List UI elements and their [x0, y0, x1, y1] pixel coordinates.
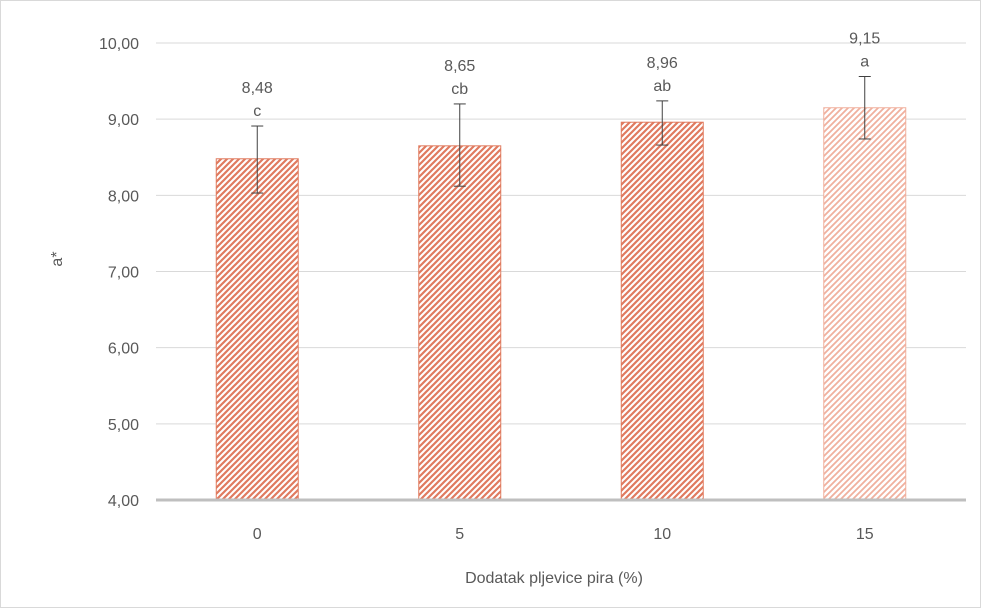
y-tick-label: 4,00 [108, 493, 139, 510]
significance-letter: c [253, 103, 261, 120]
y-axis-ticks: 4,00 5,00 6,00 7,00 8,00 9,00 10,00 [99, 36, 139, 510]
x-tick-label: 15 [856, 526, 874, 543]
x-tick-label: 10 [653, 526, 671, 543]
bar [418, 145, 502, 501]
y-tick-label: 9,00 [108, 112, 139, 129]
bar [620, 121, 704, 501]
x-axis-ticks: 0 5 10 15 [253, 526, 874, 543]
error-bars [251, 76, 871, 194]
significance-letter: a [860, 54, 869, 71]
data-label: 9,15 [849, 31, 880, 48]
significance-letter: cb [451, 81, 468, 98]
y-tick-label: 10,00 [99, 36, 139, 53]
y-tick-label: 5,00 [108, 417, 139, 434]
x-tick-label: 0 [253, 526, 262, 543]
y-axis-title: a* [49, 251, 66, 266]
bars [215, 107, 907, 501]
data-label: 8,65 [444, 58, 475, 75]
data-label: 8,48 [242, 80, 273, 97]
data-labels: c 8,48 cb 8,65 ab 8,96 a 9,15 [242, 31, 881, 121]
x-tick-label: 5 [455, 526, 464, 543]
bar [215, 158, 299, 501]
data-label: 8,96 [647, 55, 678, 72]
bar [823, 107, 907, 501]
y-tick-label: 6,00 [108, 341, 139, 358]
significance-letter: ab [653, 78, 671, 95]
y-tick-label: 7,00 [108, 265, 139, 282]
y-tick-label: 8,00 [108, 188, 139, 205]
x-axis-title: Dodatak pljevice pira (%) [465, 570, 643, 587]
